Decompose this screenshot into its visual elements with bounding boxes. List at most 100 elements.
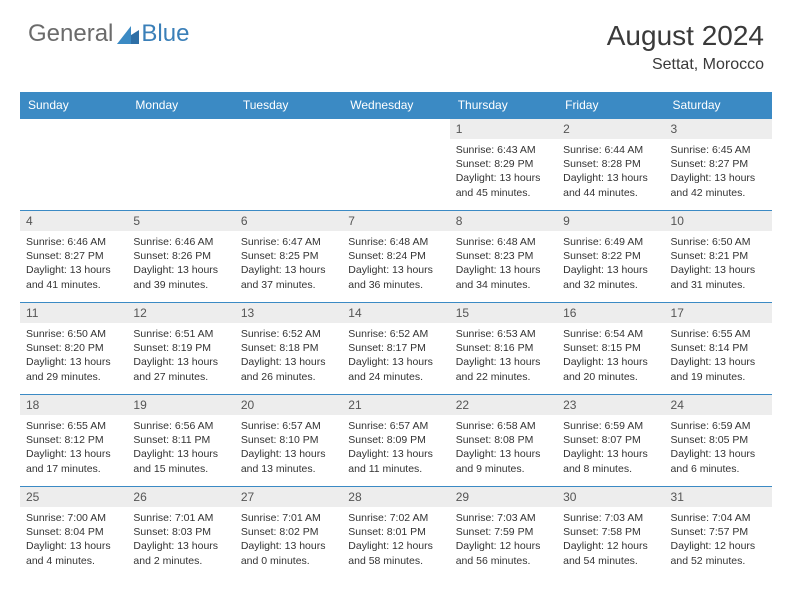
day-detail-line: Daylight: 13 hours and 22 minutes. [456,355,551,383]
day-details: Sunrise: 7:00 AMSunset: 8:04 PMDaylight:… [20,507,127,572]
title-block: August 2024 Settat, Morocco [607,20,764,74]
col-friday: Friday [557,92,664,119]
day-detail-line: Daylight: 13 hours and 15 minutes. [133,447,228,475]
day-number: 8 [450,211,557,231]
calendar-cell: 10Sunrise: 6:50 AMSunset: 8:21 PMDayligh… [665,211,772,303]
day-detail-line: Sunset: 8:07 PM [563,433,658,447]
calendar-cell: 18Sunrise: 6:55 AMSunset: 8:12 PMDayligh… [20,395,127,487]
day-detail-line: Sunset: 8:24 PM [348,249,443,263]
page-header: General Blue August 2024 Settat, Morocco [0,0,792,84]
day-detail-line: Daylight: 13 hours and 45 minutes. [456,171,551,199]
day-detail-line: Daylight: 13 hours and 44 minutes. [563,171,658,199]
day-details: Sunrise: 6:50 AMSunset: 8:20 PMDaylight:… [20,323,127,388]
day-detail-line: Sunset: 8:18 PM [241,341,336,355]
day-detail-line: Daylight: 13 hours and 8 minutes. [563,447,658,475]
day-detail-line: Daylight: 12 hours and 52 minutes. [671,539,766,567]
day-details: Sunrise: 7:04 AMSunset: 7:57 PMDaylight:… [665,507,772,572]
day-details: Sunrise: 7:02 AMSunset: 8:01 PMDaylight:… [342,507,449,572]
day-details: Sunrise: 7:03 AMSunset: 7:59 PMDaylight:… [450,507,557,572]
day-detail-line: Sunset: 8:01 PM [348,525,443,539]
day-number: 18 [20,395,127,415]
day-detail-line: Sunrise: 6:44 AM [563,143,658,157]
calendar-header-row: Sunday Monday Tuesday Wednesday Thursday… [20,92,772,119]
page-title: August 2024 [607,20,764,52]
calendar-row: 1Sunrise: 6:43 AMSunset: 8:29 PMDaylight… [20,119,772,211]
day-detail-line: Daylight: 13 hours and 26 minutes. [241,355,336,383]
day-detail-line: Sunrise: 7:03 AM [456,511,551,525]
calendar-cell: 12Sunrise: 6:51 AMSunset: 8:19 PMDayligh… [127,303,234,395]
day-details: Sunrise: 6:51 AMSunset: 8:19 PMDaylight:… [127,323,234,388]
calendar-table: Sunday Monday Tuesday Wednesday Thursday… [20,92,772,579]
day-detail-line: Sunset: 8:22 PM [563,249,658,263]
day-detail-line: Daylight: 13 hours and 20 minutes. [563,355,658,383]
day-number: 24 [665,395,772,415]
col-wednesday: Wednesday [342,92,449,119]
day-detail-line: Sunset: 8:23 PM [456,249,551,263]
day-detail-line: Sunset: 8:19 PM [133,341,228,355]
day-details: Sunrise: 6:55 AMSunset: 8:14 PMDaylight:… [665,323,772,388]
day-detail-line: Daylight: 13 hours and 24 minutes. [348,355,443,383]
calendar-cell: 28Sunrise: 7:02 AMSunset: 8:01 PMDayligh… [342,487,449,579]
day-detail-line: Sunset: 8:02 PM [241,525,336,539]
day-detail-line: Sunrise: 6:55 AM [671,327,766,341]
day-details: Sunrise: 6:56 AMSunset: 8:11 PMDaylight:… [127,415,234,480]
day-number: 10 [665,211,772,231]
calendar-cell: 22Sunrise: 6:58 AMSunset: 8:08 PMDayligh… [450,395,557,487]
day-detail-line: Sunrise: 6:59 AM [563,419,658,433]
day-details [235,125,342,133]
day-detail-line: Sunrise: 6:48 AM [456,235,551,249]
day-number: 30 [557,487,664,507]
day-details: Sunrise: 6:57 AMSunset: 8:09 PMDaylight:… [342,415,449,480]
day-number: 20 [235,395,342,415]
day-detail-line: Sunset: 7:59 PM [456,525,551,539]
day-detail-line: Daylight: 13 hours and 2 minutes. [133,539,228,567]
day-detail-line: Sunset: 8:11 PM [133,433,228,447]
day-detail-line: Sunset: 8:28 PM [563,157,658,171]
col-thursday: Thursday [450,92,557,119]
calendar-row: 11Sunrise: 6:50 AMSunset: 8:20 PMDayligh… [20,303,772,395]
day-details: Sunrise: 6:50 AMSunset: 8:21 PMDaylight:… [665,231,772,296]
day-detail-line: Daylight: 13 hours and 27 minutes. [133,355,228,383]
day-detail-line: Daylight: 13 hours and 9 minutes. [456,447,551,475]
day-number: 28 [342,487,449,507]
calendar-cell: 4Sunrise: 6:46 AMSunset: 8:27 PMDaylight… [20,211,127,303]
calendar-cell: 25Sunrise: 7:00 AMSunset: 8:04 PMDayligh… [20,487,127,579]
day-number: 17 [665,303,772,323]
day-detail-line: Daylight: 13 hours and 4 minutes. [26,539,121,567]
day-number: 15 [450,303,557,323]
day-detail-line: Daylight: 13 hours and 11 minutes. [348,447,443,475]
day-details: Sunrise: 6:47 AMSunset: 8:25 PMDaylight:… [235,231,342,296]
day-detail-line: Sunrise: 6:46 AM [133,235,228,249]
calendar-cell: 2 Sunrise: 6:44 AMSunset: 8:28 PMDaylight… [557,119,664,211]
day-details: Sunrise: 6:46 AMSunset: 8:27 PMDaylight:… [20,231,127,296]
day-number: 21 [342,395,449,415]
calendar-cell: 13Sunrise: 6:52 AMSunset: 8:18 PMDayligh… [235,303,342,395]
calendar-cell: 31Sunrise: 7:04 AMSunset: 7:57 PMDayligh… [665,487,772,579]
logo-text-blue: Blue [141,20,189,48]
day-detail-line: Daylight: 12 hours and 54 minutes. [563,539,658,567]
calendar-cell: 1Sunrise: 6:43 AMSunset: 8:29 PMDaylight… [450,119,557,211]
day-detail-line: Sunset: 8:27 PM [671,157,766,171]
logo-mark-icon [117,24,139,44]
day-detail-line: Sunset: 8:25 PM [241,249,336,263]
day-number: 11 [20,303,127,323]
day-detail-line: Sunset: 8:09 PM [348,433,443,447]
day-details: Sunrise: 6:54 AMSunset: 8:15 PMDaylight:… [557,323,664,388]
day-detail-line: Sunrise: 6:50 AM [26,327,121,341]
day-detail-line: Sunrise: 6:52 AM [241,327,336,341]
day-number: 1 [450,119,557,139]
day-detail-line: Sunrise: 6:54 AM [563,327,658,341]
day-detail-line: Sunrise: 6:52 AM [348,327,443,341]
day-detail-line: Sunrise: 6:57 AM [241,419,336,433]
day-details: Sunrise: 6:46 AMSunset: 8:26 PMDaylight:… [127,231,234,296]
day-detail-line: Sunrise: 6:43 AM [456,143,551,157]
day-detail-line: Sunset: 8:04 PM [26,525,121,539]
day-details [342,125,449,133]
day-detail-line: Daylight: 13 hours and 29 minutes. [26,355,121,383]
day-number: 2 [557,119,664,139]
day-detail-line: Sunrise: 6:50 AM [671,235,766,249]
day-detail-line: Sunset: 8:14 PM [671,341,766,355]
col-monday: Monday [127,92,234,119]
col-sunday: Sunday [20,92,127,119]
day-details: Sunrise: 6:48 AMSunset: 8:23 PMDaylight:… [450,231,557,296]
